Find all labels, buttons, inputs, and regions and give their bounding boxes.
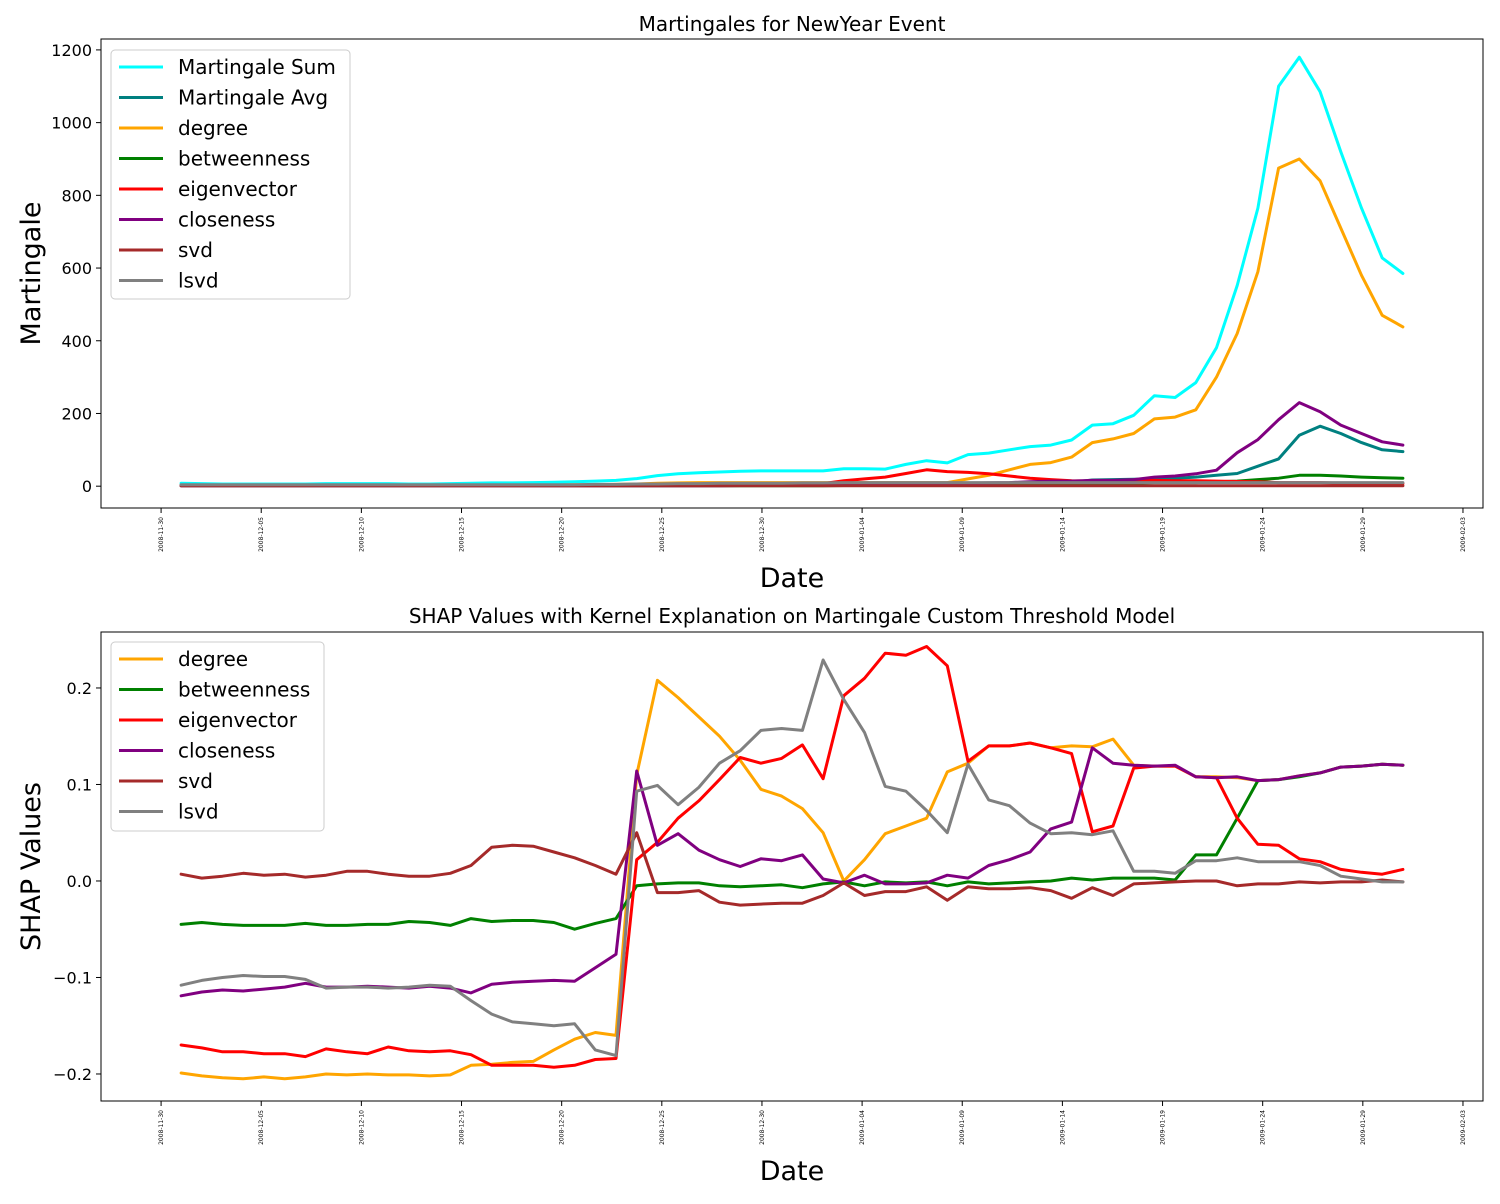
legend-label: svd xyxy=(178,238,213,262)
x-tick-label: 2009-01-29 xyxy=(1360,1110,1367,1145)
legend: degree betweenness eigenvector closeness svd… xyxy=(110,641,325,832)
x-tick-label: 2009-01-19 xyxy=(1160,1110,1167,1145)
y-tick-label: 0.1 xyxy=(67,775,92,794)
y-tick-label: 1000 xyxy=(51,114,92,133)
legend-label: Martingale Avg xyxy=(178,86,328,110)
y-tick-label: 600 xyxy=(61,259,92,278)
x-tick-label: 2009-02-03 xyxy=(1460,1110,1467,1145)
chart-title: Martingales for NewYear Event xyxy=(639,12,946,36)
legend-label: degree xyxy=(178,116,248,140)
legend-label: betweenness xyxy=(178,678,310,702)
y-axis-label: Martingale xyxy=(16,202,47,346)
legend-label: lsvd xyxy=(178,800,219,824)
x-tick-label: 2008-12-20 xyxy=(559,1110,566,1145)
legend-box xyxy=(110,49,351,300)
legend-label: degree xyxy=(178,647,248,671)
y-axis-label: SHAP Values xyxy=(16,782,47,951)
x-tick-label: 2008-12-15 xyxy=(459,1110,466,1145)
chart-title: SHAP Values with Kernel Explanation on M… xyxy=(409,604,1175,628)
legend-label: eigenvector xyxy=(178,177,298,201)
x-tick-label: 2009-01-24 xyxy=(1260,517,1267,552)
x-tick-label: 2008-12-15 xyxy=(459,517,466,552)
x-tick-label: 2008-12-30 xyxy=(759,1110,766,1145)
series-line-betweenness xyxy=(179,762,1405,931)
x-tick-label: 2008-12-10 xyxy=(358,517,365,552)
y-tick-label: 200 xyxy=(61,404,92,423)
x-tick-label: 2008-12-25 xyxy=(659,1110,666,1145)
legend-label: closeness xyxy=(178,739,275,763)
x-tick-label: 2009-01-04 xyxy=(859,1110,866,1145)
x-tick-label: 2008-12-10 xyxy=(358,1110,365,1145)
x-tick-label: 2009-01-04 xyxy=(859,517,866,552)
y-tick-label: 400 xyxy=(61,332,92,351)
x-tick-label: 2008-12-05 xyxy=(258,517,265,552)
x-tick-label: 2009-01-09 xyxy=(959,1110,966,1145)
x-tick-label: 2009-02-03 xyxy=(1460,517,1467,552)
x-tick-label: 2008-11-30 xyxy=(158,517,165,552)
y-tick-label: −0.1 xyxy=(53,968,92,987)
legend-label: closeness xyxy=(178,208,275,232)
series-line-degree xyxy=(179,678,1405,1081)
legend-label: eigenvector xyxy=(178,708,298,732)
series-line-martingale-sum xyxy=(179,55,1405,486)
series-lines xyxy=(179,55,1405,488)
legend-label: lsvd xyxy=(178,269,219,293)
series-line-lsvd xyxy=(179,481,1405,487)
x-tick-label: 2009-01-19 xyxy=(1160,517,1167,552)
series-lines xyxy=(179,645,1405,1081)
y-tick-label: 1200 xyxy=(51,41,92,60)
y-tick-label: −0.2 xyxy=(53,1065,92,1084)
y-tick-label: 0 xyxy=(82,477,92,496)
x-tick-label: 2009-01-29 xyxy=(1360,517,1367,552)
x-tick-label: 2008-11-30 xyxy=(158,1110,165,1145)
x-tick-label: 2009-01-14 xyxy=(1059,517,1066,552)
axes-frame xyxy=(100,38,1484,509)
x-tick-label: 2009-01-14 xyxy=(1059,1110,1066,1145)
legend-label: Martingale Sum xyxy=(178,55,336,79)
legend-label: betweenness xyxy=(178,147,310,171)
series-line-lsvd xyxy=(179,658,1405,1058)
x-tick-label: 2009-01-24 xyxy=(1260,1110,1267,1145)
x-tick-label: 2008-12-05 xyxy=(258,1110,265,1145)
series-line-degree xyxy=(179,157,1405,487)
x-axis-label: Date xyxy=(760,1156,825,1187)
x-tick-label: 2008-12-30 xyxy=(759,517,766,552)
y-tick-label: 0.2 xyxy=(67,679,92,698)
legend-label: svd xyxy=(178,769,213,793)
x-tick-label: 2008-12-25 xyxy=(659,517,666,552)
y-tick-label: 800 xyxy=(61,186,92,205)
y-tick-label: 0.0 xyxy=(67,872,92,891)
chart-panel-1: Martingales for NewYear Event 0 200 400 600 8… xyxy=(16,12,1484,594)
legend-box xyxy=(110,641,325,832)
x-tick-label: 2008-12-20 xyxy=(559,517,566,552)
x-axis-label: Date xyxy=(760,563,825,594)
legend: Martingale Sum Martingale Avg degree betwee… xyxy=(110,49,351,300)
x-tick-label: 2009-01-09 xyxy=(959,517,966,552)
series-line-svd xyxy=(179,831,1405,907)
series-line-martingale-avg xyxy=(179,424,1405,487)
chart-panel-2: SHAP Values with Kernel Explanation on M… xyxy=(16,604,1484,1187)
axes-frame xyxy=(100,631,1484,1102)
series-line-closeness xyxy=(179,401,1405,488)
